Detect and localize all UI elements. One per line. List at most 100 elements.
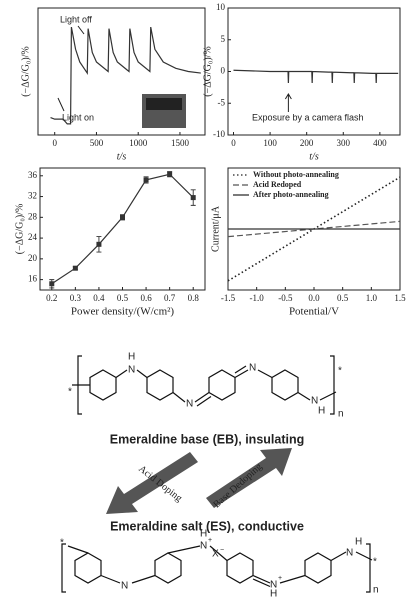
x-tick-label: 0.5 [337,293,349,303]
arrow-base [206,448,292,508]
y-tick-label: 28 [28,211,38,221]
y-tick-label: 32 [28,191,37,201]
ring [146,369,174,401]
ring [154,552,182,584]
backward-label: Base Dedoping [211,461,264,510]
x-axis-title: t/s [309,151,319,162]
series-line [233,69,399,83]
annotation: Light off [60,14,92,24]
y-tick-label: 0 [221,66,226,76]
ring [226,552,254,584]
annotation-arrow [57,97,65,112]
annotation: Exposure by a camera flash [252,112,364,122]
atom: N [249,363,256,374]
atom: N [121,581,128,592]
plot-frame [37,7,206,136]
ring [271,369,299,401]
atom: N [128,365,135,376]
eb-structure: * H N N N N H * n [68,352,344,420]
bracket [330,355,335,415]
inset-photo-detail [146,98,182,110]
atom: + [208,537,212,544]
bracket [366,543,371,593]
legend-label: Acid Redoped [253,180,302,189]
atom: X [212,549,219,560]
marker [49,281,55,287]
x-tick-label: 0.5 [117,293,129,303]
x-tick-label: 1000 [129,138,148,148]
atom: H [318,406,325,417]
es-label: Emeraldine salt (ES), conductive [110,519,304,533]
y-tick-label: 24 [28,232,38,242]
atom: * [338,366,342,377]
atom: H [200,529,207,540]
x-tick-label: 0.2 [46,293,57,303]
x-tick-label: 400 [373,138,387,148]
atom: N [270,580,277,591]
y-axis-title: (−ΔG/G₀)/% [14,204,25,255]
atom: H [270,589,277,597]
x-tick-label: -0.5 [278,293,293,303]
marker [167,171,173,177]
x-tick-label: 0.8 [188,293,200,303]
y-tick-label: 36 [28,170,38,180]
x-tick-label: 1.5 [394,293,406,303]
ring [89,369,117,401]
x-tick-label: -1.5 [221,293,236,303]
atom: + [278,575,282,582]
y-tick-label: -5 [218,97,226,107]
x-tick-label: 300 [337,138,351,148]
ring [304,552,332,584]
atom: n [338,409,344,420]
y-tick-label: -10 [213,129,225,139]
atom: N [311,396,318,407]
atom: N [346,548,353,559]
y-tick-label: 16 [28,274,38,284]
y-axis-title: (−ΔG/G₀)/% [20,46,31,97]
atom: − [220,547,224,554]
x-axis-title: Potential/V [289,306,339,318]
x-tick-label: 0 [231,138,236,148]
y-axis-title: (−ΔG/G₀)/% [202,46,213,97]
x-axis-title: Power density/(W/cm²) [71,306,175,318]
x-axis-title: t/s [117,151,127,162]
annotation-arrow [284,93,292,112]
legend-label: Without photo-annealing [253,170,339,179]
x-tick-label: 0 [52,138,57,148]
x-tick-label: 0.3 [70,293,82,303]
plot-frame [39,167,206,291]
eb-label: Emeraldine base (EB), insulating [110,432,305,446]
bonds [67,545,373,588]
atom: H [128,352,135,363]
x-tick-label: 0.0 [308,293,320,303]
marker [190,195,196,201]
marker [72,265,78,271]
atom: * [373,557,377,568]
atom: N [186,399,193,410]
x-tick-label: -1.0 [250,293,265,303]
atom: * [60,538,64,549]
annotation: Light on [62,112,94,122]
atom: * [68,387,72,398]
y-tick-label: 5 [221,34,226,44]
x-tick-label: 100 [263,138,277,148]
ring [74,552,102,584]
y-tick-label: 20 [28,253,38,263]
es-structure: * N H H N + X − N + H N H * n [60,529,379,597]
x-tick-label: 0.6 [140,293,152,303]
annotation-arrow [77,25,85,35]
x-tick-label: 1.0 [366,293,378,303]
x-tick-label: 0.7 [164,293,176,303]
y-tick-label: 10 [216,2,226,12]
x-tick-label: 200 [300,138,314,148]
ring [208,369,236,401]
arrow-acid [106,452,198,514]
atom: n [373,585,379,596]
marker [143,177,149,183]
bonds [72,365,337,407]
series-line [50,26,201,125]
marker [120,214,125,220]
atom: H [355,537,362,548]
bracket [61,543,66,593]
